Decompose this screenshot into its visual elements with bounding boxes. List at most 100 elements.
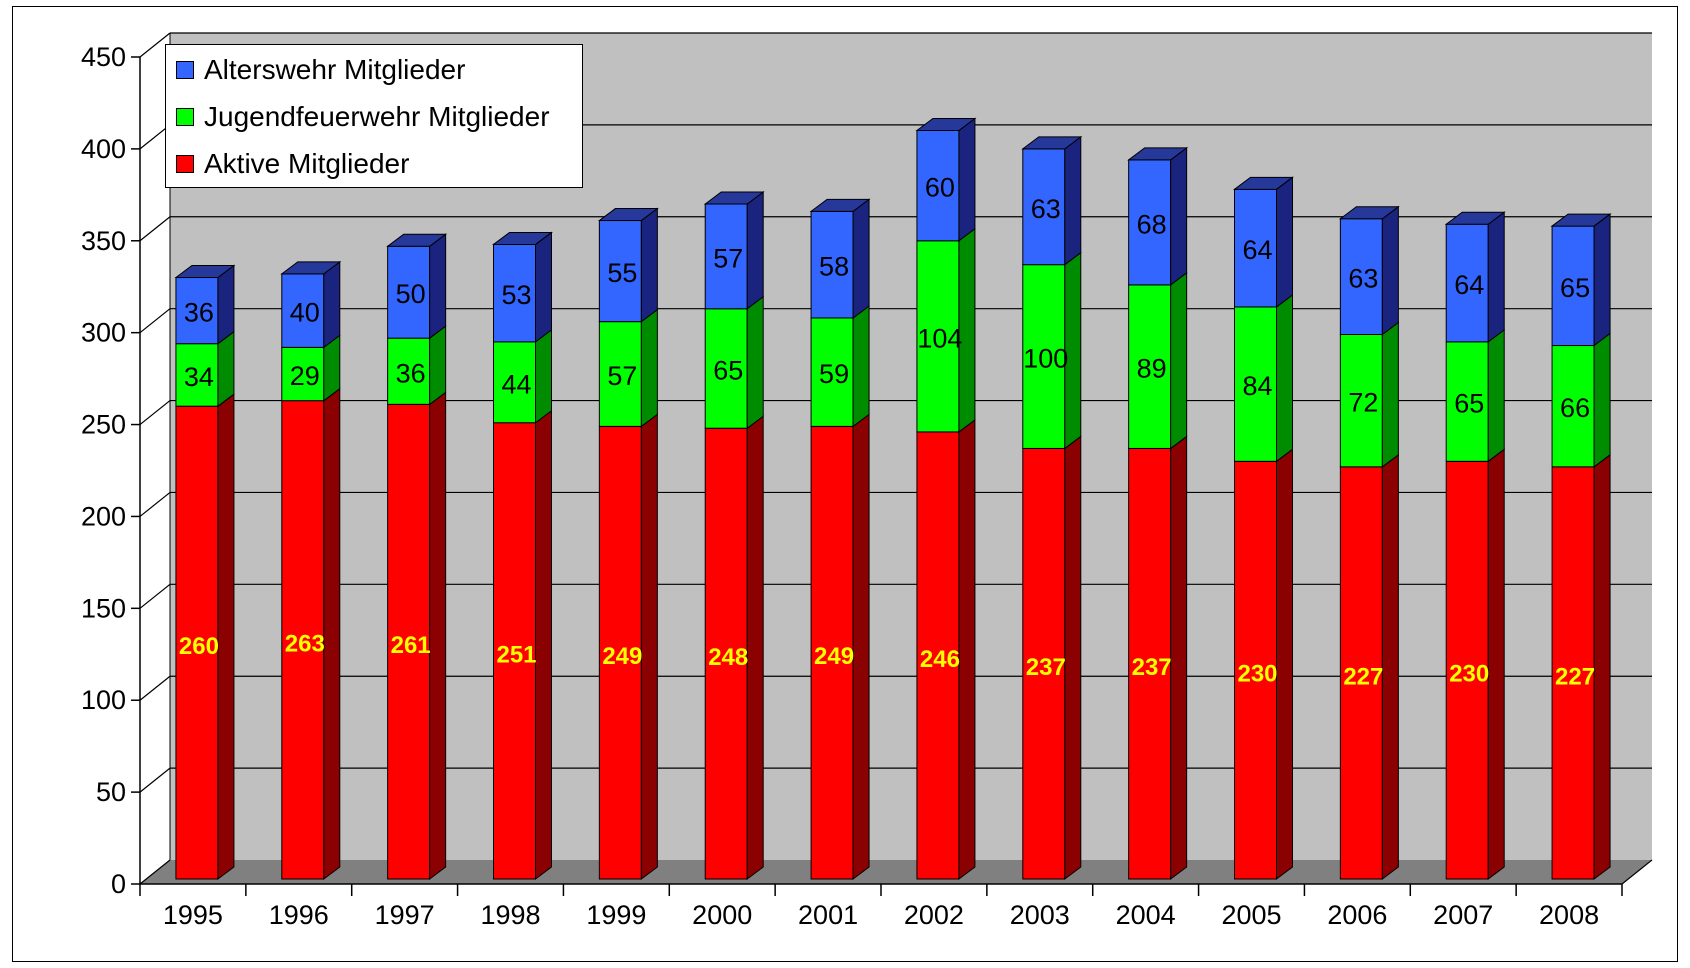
y-tick-label: 450	[81, 42, 126, 72]
data-label-aktive: 251	[496, 641, 536, 668]
bar-side-jugendfeuerwehr	[429, 325, 447, 406]
y-tick-label: 400	[81, 134, 126, 164]
data-label-jugendfeuerwehr: 34	[184, 362, 214, 392]
bar-jugendfeuerwehr	[1551, 345, 1595, 468]
bar-side-aktive	[217, 393, 235, 880]
data-label-jugendfeuerwehr: 59	[819, 359, 849, 389]
x-tick-label: 2005	[1221, 900, 1281, 930]
bar-side-aktive	[1487, 448, 1505, 880]
x-tick-label: 1997	[375, 900, 435, 930]
bar-side-aktive	[1593, 453, 1611, 880]
bar-aktive	[493, 422, 536, 880]
bar-jugendfeuerwehr	[1234, 306, 1277, 462]
data-label-alterswehr: 57	[713, 243, 743, 273]
bar-aktive	[810, 425, 854, 880]
x-tick-label: 1995	[163, 900, 223, 930]
x-tick-label: 2008	[1539, 900, 1599, 930]
bar-top-alterswehr	[174, 265, 236, 279]
gridline-side	[139, 216, 171, 242]
data-label-aktive: 248	[708, 644, 748, 671]
bar-side-jugendfeuerwehr	[852, 304, 870, 428]
bar-jugendfeuerwehr	[1128, 284, 1172, 449]
y-tick-label: 250	[81, 410, 126, 440]
data-label-alterswehr: 36	[184, 298, 214, 328]
bar-top-alterswehr	[1444, 211, 1506, 225]
bar-aktive	[175, 405, 219, 880]
data-label-jugendfeuerwehr: 65	[713, 356, 743, 386]
bar-jugendfeuerwehr	[1339, 334, 1383, 468]
bar-aktive	[704, 427, 748, 880]
data-label-aktive: 237	[1132, 654, 1172, 681]
data-label-jugendfeuerwehr: 104	[917, 323, 962, 353]
x-tick-label: 1996	[269, 900, 329, 930]
data-label-aktive: 230	[1449, 661, 1489, 688]
data-label-aktive: 227	[1555, 663, 1595, 690]
data-label-aktive: 246	[920, 646, 960, 673]
x-tick-label: 2007	[1433, 900, 1493, 930]
x-tick-label: 2003	[1010, 900, 1070, 930]
y-tick-label: 200	[81, 501, 126, 531]
data-label-jugendfeuerwehr: 66	[1560, 393, 1590, 423]
y-tick-label: 100	[81, 685, 126, 715]
bar-side-alterswehr	[429, 233, 447, 340]
bar-side-jugendfeuerwehr	[1593, 332, 1611, 468]
bar-top-alterswehr	[809, 198, 871, 212]
chart-legend: Alterswehr Mitglieder Jugendfeuerwehr Mi…	[165, 44, 583, 188]
data-label-jugendfeuerwehr: 84	[1242, 371, 1272, 401]
bar-alterswehr	[1022, 148, 1066, 266]
bar-top-alterswehr	[597, 208, 659, 222]
legend-swatch-aktive	[176, 155, 194, 173]
bar-side-alterswehr	[217, 264, 235, 345]
y-tick-label: 300	[81, 318, 126, 348]
x-tick-label: 2002	[904, 900, 964, 930]
bar-jugendfeuerwehr	[493, 341, 536, 424]
legend-label-jugendfeuerwehr: Jugendfeuerwehr Mitglieder	[204, 101, 550, 132]
bar-side-alterswehr	[323, 260, 341, 349]
bar-side-aktive	[958, 418, 976, 880]
bar-top-alterswehr	[1233, 176, 1294, 190]
bar-side-aktive	[323, 387, 341, 880]
bar-aktive	[1234, 460, 1277, 880]
bar-side-aktive	[429, 391, 447, 880]
bar-side-aktive	[746, 415, 764, 880]
bar-side-alterswehr	[1276, 176, 1293, 308]
bar-jugendfeuerwehr	[704, 308, 748, 429]
x-tick-label: 1998	[480, 900, 540, 930]
bar-aktive	[281, 400, 325, 880]
bar-side-alterswehr	[1593, 213, 1611, 347]
bar-side-alterswehr	[958, 117, 976, 242]
bar-side-jugendfeuerwehr	[1381, 321, 1399, 468]
bar-alterswehr	[1234, 188, 1277, 308]
bar-side-jugendfeuerwehr	[217, 330, 235, 408]
gridline-side	[139, 859, 171, 885]
legend-label-aktive: Aktive Mitglieder	[204, 148, 410, 179]
bar-side-jugendfeuerwehr	[535, 328, 552, 424]
bar-side-alterswehr	[535, 231, 552, 343]
bar-side-jugendfeuerwehr	[746, 295, 764, 430]
gridline-side	[139, 583, 171, 609]
data-label-jugendfeuerwehr: 36	[396, 358, 426, 388]
data-label-jugendfeuerwehr: 29	[290, 361, 320, 391]
x-tick-label: 2001	[798, 900, 858, 930]
legend-swatch-jugendfeuerwehr	[176, 108, 194, 126]
y-tick-label: 350	[81, 226, 126, 256]
data-label-jugendfeuerwehr: 57	[607, 361, 637, 391]
gridline-side	[139, 308, 171, 334]
gridline-side	[139, 491, 171, 517]
bar-jugendfeuerwehr	[598, 321, 642, 427]
bar-aktive	[1339, 466, 1383, 880]
x-tick-label: 2004	[1116, 900, 1176, 930]
bar-alterswehr	[175, 277, 219, 345]
bar-top-alterswehr	[492, 231, 553, 245]
bar-side-alterswehr	[1487, 211, 1505, 343]
bar-aktive	[916, 431, 960, 880]
x-tick-label: 2000	[692, 900, 752, 930]
bar-aktive	[1551, 466, 1595, 880]
bar-top-alterswehr	[915, 118, 977, 132]
bar-side-jugendfeuerwehr	[1276, 293, 1293, 463]
bar-top-alterswehr	[1338, 206, 1400, 220]
gridline-side	[139, 675, 171, 701]
gridline-side	[139, 400, 171, 426]
bar-top-alterswehr	[703, 191, 765, 205]
data-label-aktive: 227	[1343, 663, 1383, 690]
